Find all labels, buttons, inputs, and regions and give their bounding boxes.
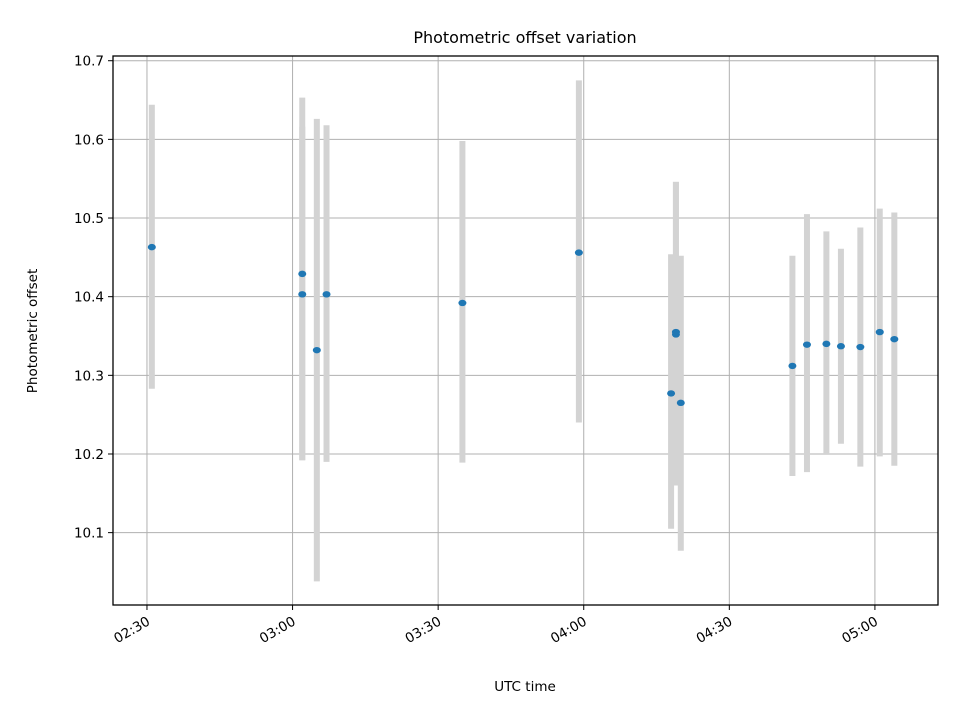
y-tick-label: 10.3 — [74, 368, 104, 384]
y-tick-label: 10.7 — [74, 54, 104, 70]
data-point — [676, 399, 685, 407]
data-point — [890, 335, 899, 343]
plot-frame — [112, 55, 939, 606]
data-point — [802, 341, 811, 348]
y-tick-label: 10.2 — [74, 447, 104, 463]
data-point — [836, 343, 845, 350]
chart-title: Photometric offset variation — [413, 28, 636, 47]
y-axis-ticks: 10.1 10.2 10.3 10.4 10.5 10.6 10.7 — [74, 54, 113, 542]
data-point — [667, 390, 676, 397]
data-points — [147, 243, 899, 407]
data-point — [875, 328, 884, 336]
data-point — [856, 343, 865, 351]
data-point — [458, 299, 467, 307]
data-point — [322, 291, 331, 298]
data-point — [574, 249, 583, 256]
grid-lines — [113, 56, 938, 605]
data-point — [671, 328, 680, 336]
y-axis-title: Photometric offset — [25, 269, 41, 393]
data-point — [298, 270, 307, 278]
data-point — [298, 291, 307, 298]
data-point — [788, 362, 797, 370]
x-axis-title: UTC time — [494, 679, 556, 695]
data-point — [147, 243, 156, 251]
y-tick-label: 10.4 — [74, 290, 104, 306]
y-tick-label: 10.1 — [74, 526, 104, 542]
data-point — [312, 346, 321, 354]
data-point — [822, 340, 831, 348]
y-tick-label: 10.5 — [74, 211, 104, 227]
y-tick-label: 10.6 — [74, 132, 104, 148]
